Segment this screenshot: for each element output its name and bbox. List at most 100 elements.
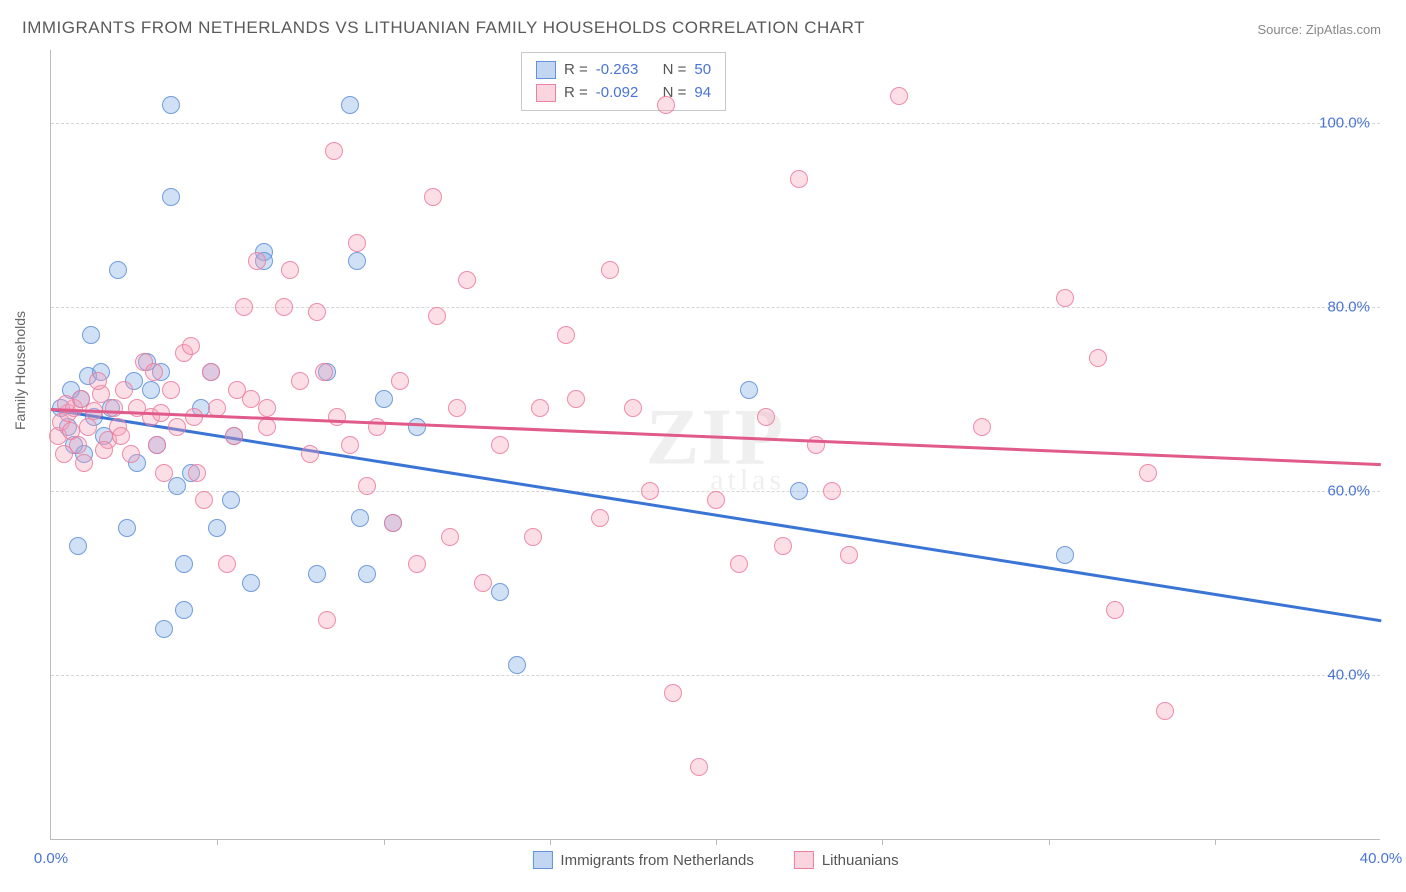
r-value-lithuanians: -0.092 (596, 82, 639, 105)
data-point-lithuanians (79, 418, 97, 436)
data-point-lithuanians (774, 537, 792, 555)
data-point-netherlands (82, 326, 100, 344)
data-point-lithuanians (358, 477, 376, 495)
data-point-lithuanians (112, 427, 130, 445)
data-point-lithuanians (641, 482, 659, 500)
legend-item-lithuanians: Lithuanians (794, 851, 899, 869)
data-point-lithuanians (115, 381, 133, 399)
data-point-netherlands (308, 565, 326, 583)
swatch-netherlands-icon (532, 851, 552, 869)
data-point-lithuanians (823, 482, 841, 500)
data-point-lithuanians (441, 528, 459, 546)
data-point-netherlands (341, 96, 359, 114)
data-point-netherlands (375, 390, 393, 408)
ytick-label: 40.0% (1327, 666, 1370, 683)
data-point-netherlands (790, 482, 808, 500)
data-point-lithuanians (308, 303, 326, 321)
data-point-netherlands (1056, 546, 1074, 564)
data-point-lithuanians (391, 372, 409, 390)
data-point-lithuanians (95, 441, 113, 459)
data-point-lithuanians (228, 381, 246, 399)
n-value-lithuanians: 94 (694, 82, 711, 105)
data-point-lithuanians (524, 528, 542, 546)
data-point-lithuanians (318, 611, 336, 629)
r-label: R = (564, 82, 588, 105)
data-point-lithuanians (258, 418, 276, 436)
data-point-lithuanians (557, 326, 575, 344)
data-point-netherlands (740, 381, 758, 399)
swatch-lithuanians (536, 84, 556, 102)
data-point-lithuanians (105, 399, 123, 417)
correlation-legend: R = -0.263 N = 50 R = -0.092 N = 94 (521, 52, 726, 111)
data-point-lithuanians (235, 298, 253, 316)
data-point-lithuanians (1156, 702, 1174, 720)
data-point-netherlands (175, 601, 193, 619)
data-point-lithuanians (1139, 464, 1157, 482)
data-point-netherlands (155, 620, 173, 638)
data-point-lithuanians (162, 381, 180, 399)
data-point-lithuanians (315, 363, 333, 381)
ytick-label: 80.0% (1327, 299, 1370, 316)
data-point-lithuanians (155, 464, 173, 482)
trend-line-lithuanians (51, 408, 1381, 466)
data-point-lithuanians (69, 436, 87, 454)
data-point-lithuanians (384, 514, 402, 532)
legend-label-lithuanians: Lithuanians (822, 852, 899, 869)
data-point-lithuanians (730, 555, 748, 573)
data-point-netherlands (358, 565, 376, 583)
legend-label-netherlands: Immigrants from Netherlands (560, 852, 753, 869)
data-point-lithuanians (664, 684, 682, 702)
data-point-lithuanians (341, 436, 359, 454)
data-point-lithuanians (757, 408, 775, 426)
data-point-lithuanians (75, 454, 93, 472)
data-point-lithuanians (225, 427, 243, 445)
data-point-lithuanians (275, 298, 293, 316)
data-point-lithuanians (248, 252, 266, 270)
data-point-lithuanians (328, 408, 346, 426)
chart-plot-area: ZIPatlas R = -0.263 N = 50 R = -0.092 N … (50, 50, 1380, 840)
y-axis-label: Family Households (12, 311, 28, 430)
legend-item-netherlands: Immigrants from Netherlands (532, 851, 753, 869)
xtick-mark (1215, 839, 1216, 845)
data-point-lithuanians (531, 399, 549, 417)
xtick-mark (217, 839, 218, 845)
data-point-netherlands (118, 519, 136, 537)
xtick-label: 0.0% (34, 850, 68, 867)
data-point-lithuanians (202, 363, 220, 381)
data-point-lithuanians (185, 408, 203, 426)
xtick-mark (1049, 839, 1050, 845)
ytick-label: 100.0% (1319, 115, 1370, 132)
data-point-lithuanians (567, 390, 585, 408)
data-point-lithuanians (707, 491, 725, 509)
data-point-lithuanians (624, 399, 642, 417)
data-point-netherlands (508, 656, 526, 674)
xtick-mark (882, 839, 883, 845)
data-point-netherlands (162, 96, 180, 114)
data-point-lithuanians (122, 445, 140, 463)
data-point-netherlands (175, 555, 193, 573)
data-point-lithuanians (601, 261, 619, 279)
data-point-lithuanians (148, 436, 166, 454)
data-point-netherlands (69, 537, 87, 555)
data-point-lithuanians (973, 418, 991, 436)
data-point-lithuanians (690, 758, 708, 776)
data-point-lithuanians (258, 399, 276, 417)
data-point-lithuanians (1106, 601, 1124, 619)
xtick-mark (716, 839, 717, 845)
data-point-lithuanians (281, 261, 299, 279)
legend-row-lithuanians: R = -0.092 N = 94 (536, 82, 711, 105)
data-point-lithuanians (218, 555, 236, 573)
data-point-netherlands (222, 491, 240, 509)
xtick-mark (550, 839, 551, 845)
data-point-lithuanians (474, 574, 492, 592)
source-label: Source: ZipAtlas.com (1257, 22, 1381, 37)
xtick-label: 40.0% (1360, 850, 1403, 867)
data-point-lithuanians (890, 87, 908, 105)
data-point-lithuanians (182, 337, 200, 355)
data-point-lithuanians (89, 372, 107, 390)
data-point-netherlands (168, 477, 186, 495)
data-point-lithuanians (168, 418, 186, 436)
data-point-lithuanians (348, 234, 366, 252)
data-point-lithuanians (195, 491, 213, 509)
data-point-lithuanians (428, 307, 446, 325)
